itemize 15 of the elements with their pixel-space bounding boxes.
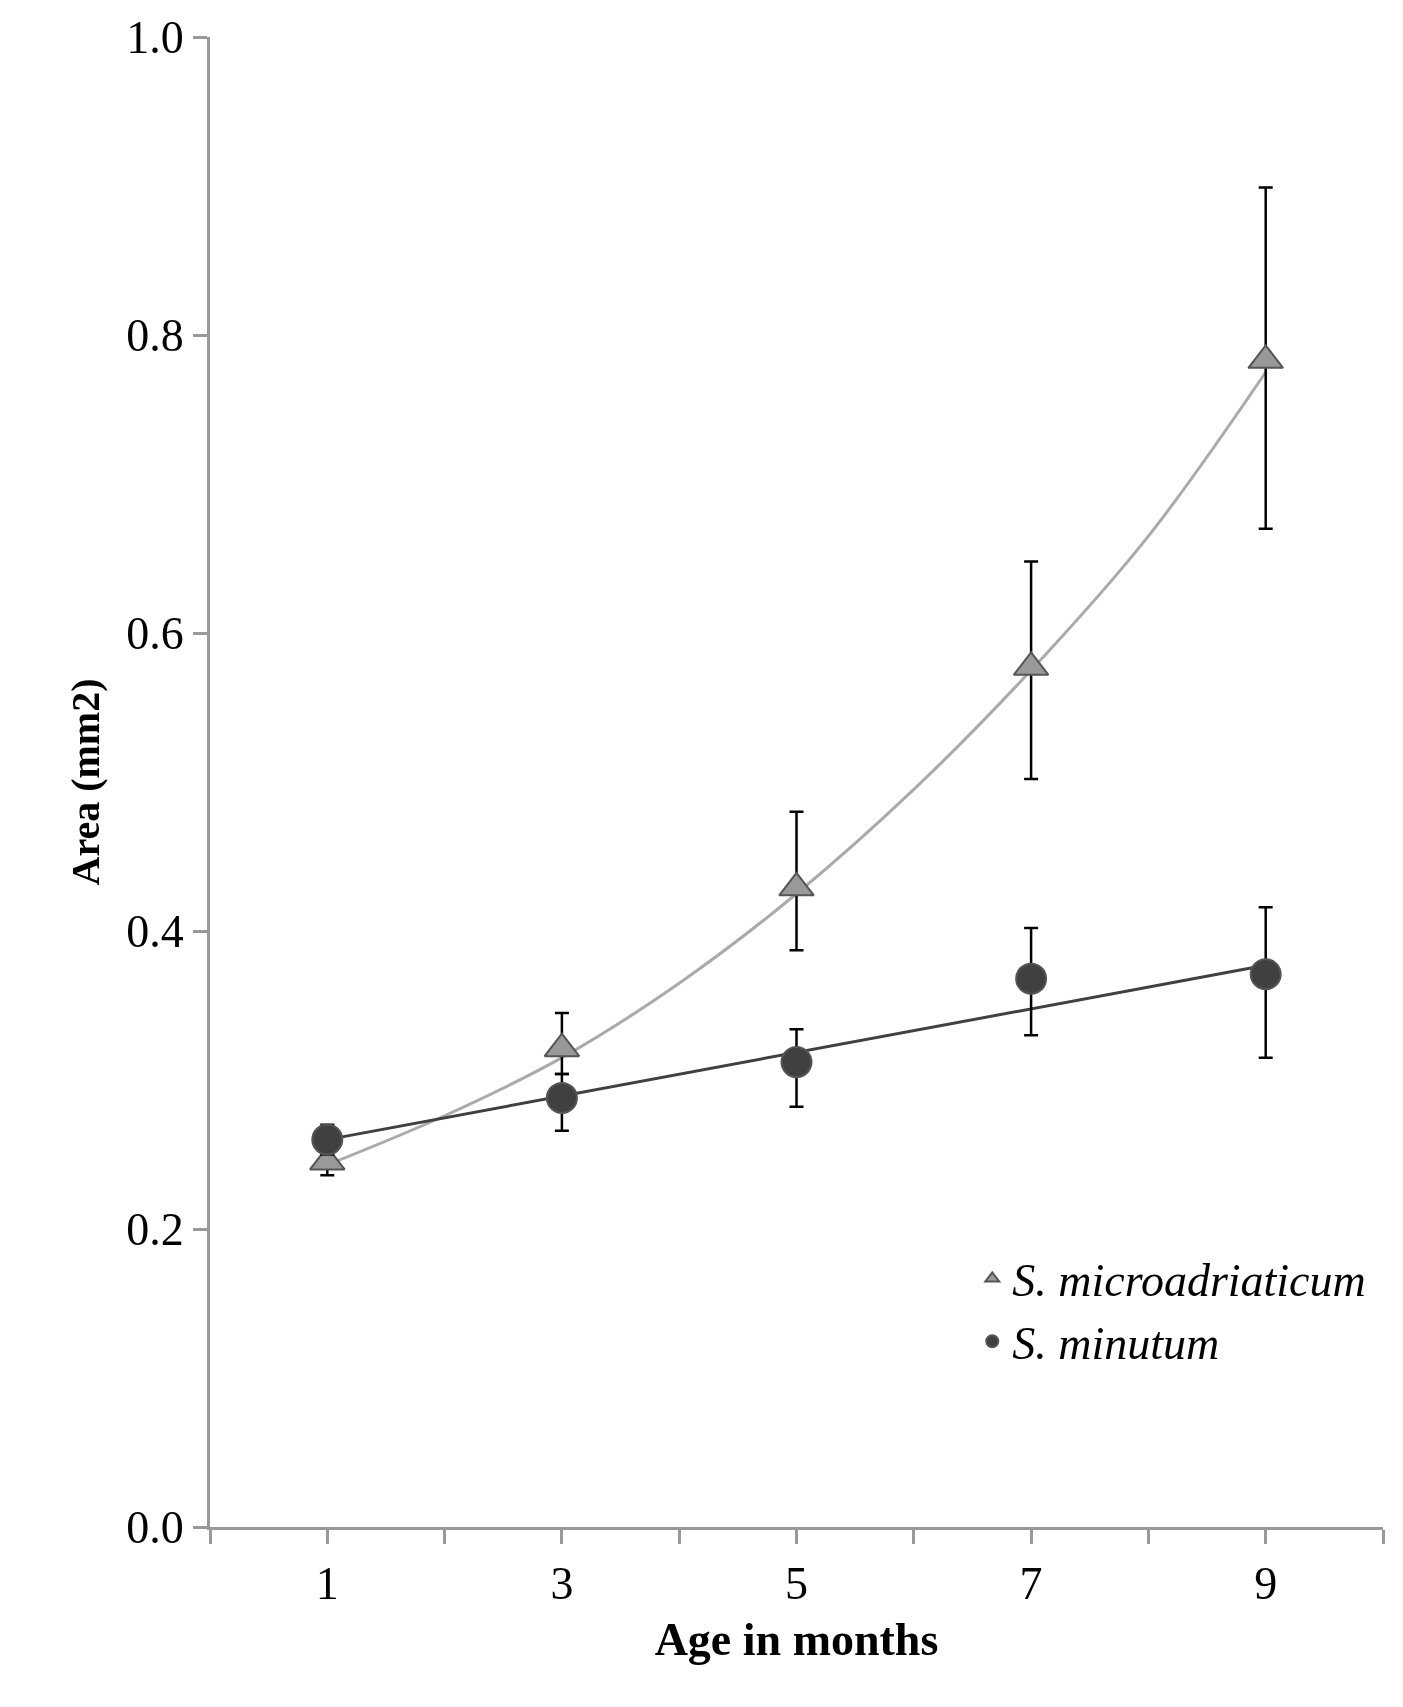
x-tick-label: 3 xyxy=(550,1558,574,1610)
x-tick-label: 9 xyxy=(1254,1558,1278,1610)
x-tick-label: 7 xyxy=(1019,1558,1043,1610)
legend-label: S. minutum xyxy=(1012,1318,1220,1370)
x-axis-title: Age in months xyxy=(654,1613,939,1665)
x-tick-label: 5 xyxy=(785,1558,808,1610)
legend-label: S. microadriaticum xyxy=(1012,1255,1366,1307)
y-tick-label: 0.2 xyxy=(126,1204,184,1256)
y-tick-label: 0.8 xyxy=(126,310,184,362)
y-tick-label: 0.0 xyxy=(126,1502,184,1554)
y-axis-title: Area (mm2) xyxy=(62,678,108,886)
y-tick-label: 0.4 xyxy=(126,906,184,958)
x-tick-label: 1 xyxy=(315,1558,339,1610)
y-tick-label: 1.0 xyxy=(126,12,184,64)
y-tick-label: 0.6 xyxy=(126,608,184,660)
